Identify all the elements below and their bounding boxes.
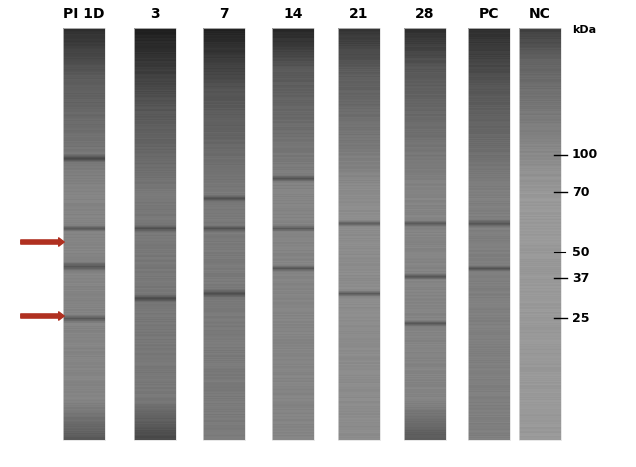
Text: 7: 7: [219, 7, 229, 21]
Text: PC: PC: [479, 7, 499, 21]
Text: 14: 14: [283, 7, 303, 21]
Bar: [63, 28, 105, 440]
Text: PI 1D: PI 1D: [63, 7, 105, 21]
Text: 28: 28: [415, 7, 435, 21]
Text: 21: 21: [349, 7, 369, 21]
Bar: [468, 28, 510, 440]
Bar: [519, 28, 561, 440]
Text: 37: 37: [572, 271, 590, 284]
Bar: [338, 28, 380, 440]
Text: 25: 25: [572, 311, 590, 325]
Bar: [404, 28, 446, 440]
Text: 70: 70: [572, 185, 590, 198]
Text: kDa: kDa: [572, 25, 596, 35]
Text: NC: NC: [529, 7, 551, 21]
Bar: [203, 28, 245, 440]
Text: 100: 100: [572, 149, 598, 162]
Text: 3: 3: [150, 7, 160, 21]
Bar: [134, 28, 176, 440]
Bar: [272, 28, 314, 440]
Text: 50: 50: [572, 246, 590, 259]
